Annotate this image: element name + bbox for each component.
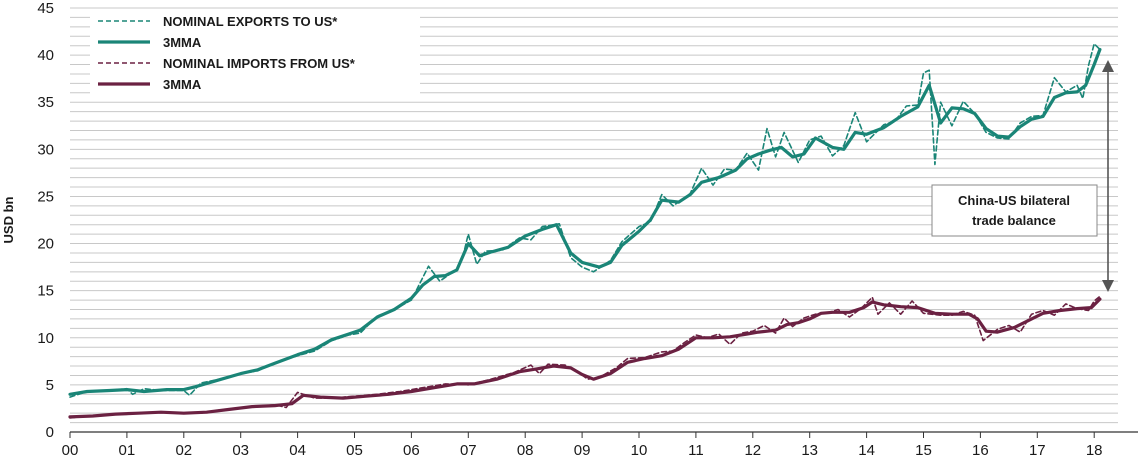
annotation-box xyxy=(931,184,1098,237)
y-tick-label: 25 xyxy=(37,188,54,205)
y-tick-label: 5 xyxy=(46,377,54,394)
y-tick-label: 40 xyxy=(37,47,54,64)
arrow-head-top xyxy=(1102,60,1114,72)
x-tick-label: 00 xyxy=(62,442,79,459)
x-tick-label: 17 xyxy=(1029,442,1046,459)
legend: NOMINAL EXPORTS TO US* 3MMA NOMINAL IMPORT… xyxy=(90,10,420,94)
legend-label: 3MMA xyxy=(163,77,202,92)
x-tick-label: 06 xyxy=(403,442,420,459)
annotation-line-1: China-US bilateral xyxy=(958,193,1070,208)
y-tick-label: 45 xyxy=(37,0,54,17)
x-tick-label: 05 xyxy=(346,442,363,459)
x-tick-label: 13 xyxy=(801,442,818,459)
x-tick-label: 03 xyxy=(232,442,249,459)
legend-label: NOMINAL EXPORTS TO US* xyxy=(163,14,338,29)
x-tick-label: 12 xyxy=(744,442,761,459)
arrow-head-bottom xyxy=(1102,280,1114,292)
series-line-3mma-1 xyxy=(68,47,1102,396)
y-tick-label: 35 xyxy=(37,94,54,111)
legend-label: NOMINAL IMPORTS FROM US* xyxy=(163,56,356,71)
y-tick-label: 20 xyxy=(37,236,54,253)
x-tick-label: 08 xyxy=(517,442,534,459)
x-tick-label: 14 xyxy=(858,442,875,459)
x-tick-label: 02 xyxy=(175,442,192,459)
y-tick-label: 10 xyxy=(37,330,54,347)
x-tick-label: 15 xyxy=(915,442,932,459)
trade-balance-annotation: China-US bilateral trade balance xyxy=(931,60,1114,292)
y-tick-label: 0 xyxy=(46,424,54,441)
x-tick-label: 01 xyxy=(119,442,136,459)
x-tick-label: 10 xyxy=(631,442,648,459)
legend-background xyxy=(90,10,420,94)
x-tick-label: 11 xyxy=(688,442,704,459)
y-axis-tick-labels: 0 5 10 15 20 25 30 35 40 45 xyxy=(37,0,54,441)
series-line-3mma-3 xyxy=(68,297,1102,419)
x-tick-label: 16 xyxy=(972,442,989,459)
x-axis: 00 01 02 03 04 05 06 07 08 09 10 11 12 13 14 15 16 17 18 xyxy=(62,431,1138,459)
y-tick-label: 15 xyxy=(37,283,54,300)
x-tick-label: 18 xyxy=(1086,442,1103,459)
annotation-line-2: trade balance xyxy=(972,213,1056,228)
series-lines xyxy=(68,43,1102,419)
y-tick-label: 30 xyxy=(37,141,54,158)
x-tick-label: 04 xyxy=(289,442,306,459)
y-axis-label: USD bn xyxy=(1,196,16,243)
x-tick-label: 07 xyxy=(460,442,477,459)
legend-label: 3MMA xyxy=(163,35,202,50)
x-tick-label: 09 xyxy=(574,442,591,459)
